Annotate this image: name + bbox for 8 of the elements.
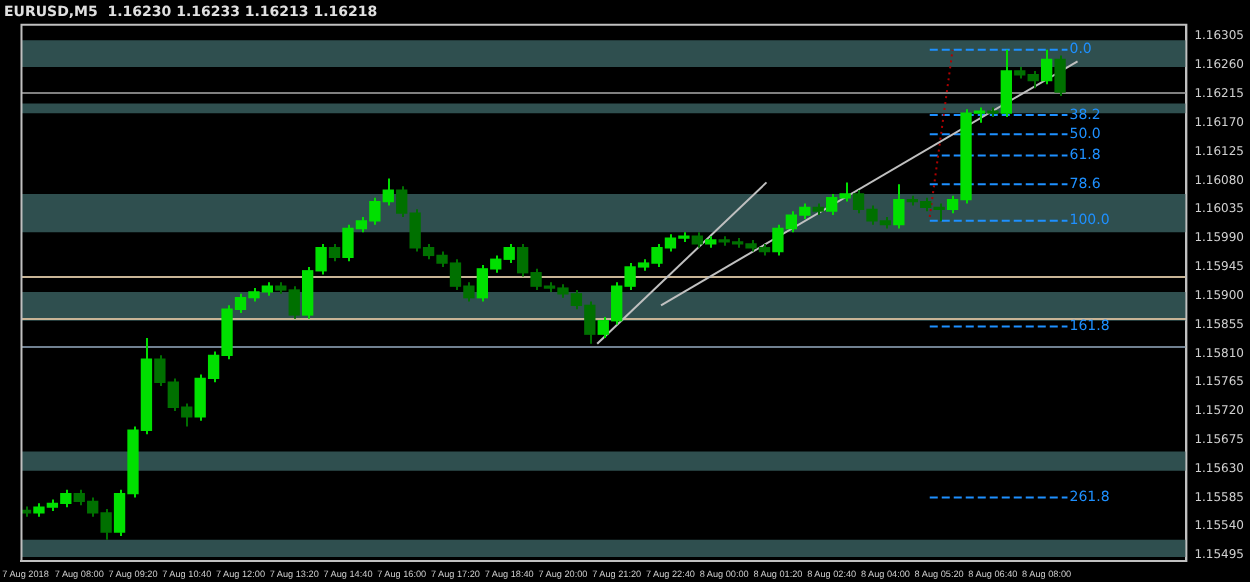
candlestick: [705, 235, 717, 249]
candlestick: [691, 231, 703, 249]
candlestick: [1000, 48, 1012, 119]
candlestick: [893, 183, 905, 230]
candlestick: [812, 202, 824, 217]
candlestick: [328, 242, 341, 263]
candlestick: [987, 106, 999, 119]
candlestick: [1054, 54, 1066, 97]
